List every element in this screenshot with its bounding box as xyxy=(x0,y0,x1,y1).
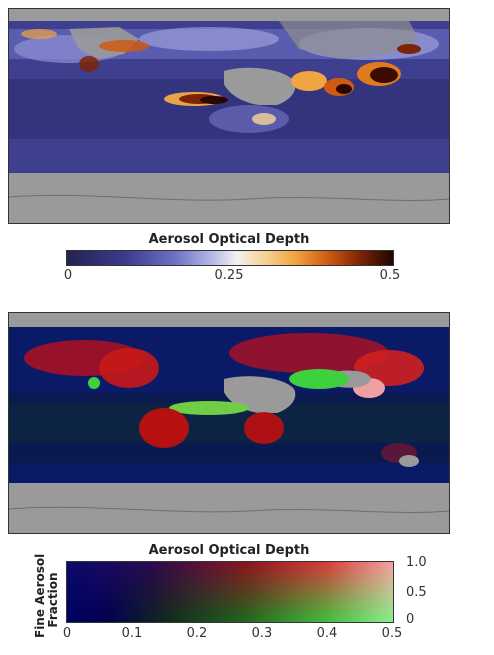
bottom-colorbar-title: Aerosol Optical Depth xyxy=(148,543,310,558)
bivariate-colorbar xyxy=(66,561,394,623)
fine-fraction-axis-label: Fine Aerosol Fraction xyxy=(33,554,62,638)
aod-fine-fraction-map xyxy=(8,312,450,534)
top-tick-0: 0 xyxy=(63,268,73,283)
y-tick-0-5: 0.5 xyxy=(406,585,427,600)
x-tick-0: 0 xyxy=(62,626,72,641)
top-tick-0-25: 0.25 xyxy=(214,268,244,283)
top-tick-0-5: 0.5 xyxy=(379,268,401,283)
x-tick-0-5: 0.5 xyxy=(381,626,403,641)
x-tick-0-2: 0.2 xyxy=(186,626,208,641)
x-tick-0-4: 0.4 xyxy=(316,626,338,641)
y-tick-1-0: 1.0 xyxy=(406,555,427,570)
top-colorbar-title: Aerosol Optical Depth xyxy=(148,232,310,247)
y-tick-0: 0 xyxy=(406,612,415,627)
x-tick-0-1: 0.1 xyxy=(121,626,143,641)
x-tick-0-3: 0.3 xyxy=(251,626,273,641)
fine-fraction-label-line2: Fraction xyxy=(46,572,60,628)
top-colorbar xyxy=(66,250,394,266)
aod-map xyxy=(8,8,450,224)
